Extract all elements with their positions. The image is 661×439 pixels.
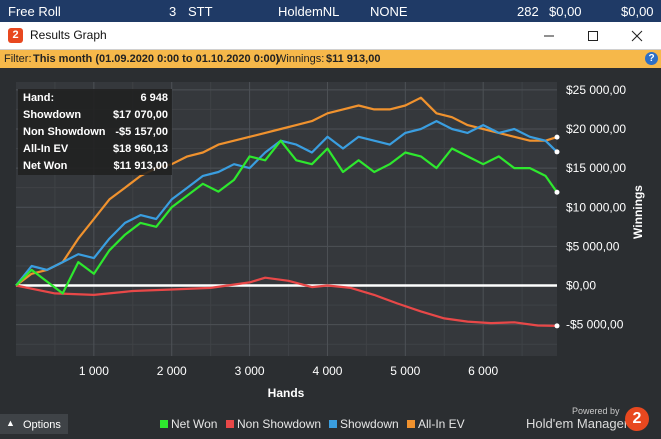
y-axis-title: Winnings	[631, 185, 645, 239]
series-line-non-showdown	[15, 276, 558, 327]
series-end-point	[554, 189, 560, 195]
y-tick-label: -$5 000,00	[566, 318, 624, 332]
stat-row-showdown: Showdown $17 070,00	[18, 106, 172, 123]
series-end-point	[554, 323, 560, 329]
legend-label: Showdown	[340, 417, 399, 431]
stat-value: $11 913,00	[113, 160, 168, 172]
close-icon	[631, 30, 643, 42]
row-hands: 282	[517, 4, 539, 19]
options-button[interactable]: ▲ Options	[0, 414, 68, 434]
window-titlebar: 2 Results Graph	[0, 22, 661, 50]
stat-row-allin-ev: All-In EV $18 960,13	[18, 140, 172, 157]
stat-label: Non Showdown	[23, 126, 106, 138]
stat-value: $17 070,00	[112, 109, 168, 121]
winnings-value: $11 913,00	[326, 53, 381, 65]
maximize-button[interactable]	[571, 22, 615, 49]
stat-value: $18 960,13	[112, 143, 168, 155]
brand-name: Hold'em Manager	[526, 416, 629, 431]
legend-label: Non Showdown	[237, 417, 322, 431]
x-tick-label: 6 000	[468, 364, 498, 378]
powered-by-text: Powered by	[572, 406, 620, 416]
row-game: HoldemNL	[278, 4, 340, 19]
stat-label: Hand:	[23, 92, 55, 104]
row-count: 3	[169, 4, 177, 19]
stat-row-non-showdown: Non Showdown -$5 157,00	[18, 123, 172, 140]
series-line-showdown	[15, 120, 558, 287]
filter-range: This month (01.09.2020 0:00 to 01.10.202…	[33, 53, 280, 65]
stat-label: All-In EV	[23, 143, 69, 155]
brand-logo-icon: 2	[625, 407, 649, 431]
minimize-icon	[544, 35, 554, 37]
y-tick-label: $5 000,00	[566, 239, 620, 253]
legend-swatch	[407, 420, 415, 428]
window-title: Results Graph	[30, 28, 107, 42]
legend-swatch	[226, 420, 234, 428]
stat-value: 6 948	[140, 92, 168, 104]
y-tick-label: $15 000,00	[566, 161, 626, 175]
background-table-row: Free Roll 3 STT HoldemNL NONE 282 $0,00 …	[0, 0, 661, 22]
row-name: Free Roll	[8, 4, 61, 19]
stat-row-net-won: Net Won $11 913,00	[18, 157, 172, 174]
x-tick-label: 2 000	[157, 364, 187, 378]
legend-swatch	[160, 420, 168, 428]
row-col8: $0,00	[621, 4, 654, 19]
stat-label: Net Won	[23, 160, 68, 172]
y-tick-label: $0,00	[566, 279, 596, 293]
y-tick-label: $10 000,00	[566, 200, 626, 214]
stats-box: Hand: 6 948 Showdown $17 070,00 Non Show…	[18, 89, 172, 175]
row-type: STT	[188, 4, 213, 19]
x-axis-title: Hands	[268, 386, 305, 400]
series-end-point	[554, 149, 560, 155]
app-logo-icon: 2	[8, 28, 23, 43]
series-end-point	[554, 134, 560, 140]
legend-label: All-In EV	[418, 417, 465, 431]
close-button[interactable]	[615, 22, 659, 49]
stat-row-hands: Hand: 6 948	[18, 89, 172, 106]
x-tick-label: 4 000	[312, 364, 342, 378]
legend-label: Net Won	[171, 417, 218, 431]
filter-bar[interactable]: Filter: This month (01.09.2020 0:00 to 0…	[0, 50, 661, 68]
row-limit: NONE	[370, 4, 408, 19]
row-col7: $0,00	[549, 4, 582, 19]
winnings-label: Winnings:	[276, 53, 325, 65]
help-icon[interactable]: ?	[645, 52, 658, 65]
caret-up-icon: ▲	[6, 418, 15, 428]
x-tick-label: 3 000	[235, 364, 265, 378]
x-tick-label: 5 000	[390, 364, 420, 378]
options-label: Options	[23, 419, 61, 431]
stat-label: Showdown	[23, 109, 82, 121]
stat-value: -$5 157,00	[115, 126, 168, 138]
series-line-net-won	[15, 139, 558, 295]
legend-swatch	[329, 420, 337, 428]
x-tick-label: 1 000	[79, 364, 109, 378]
maximize-icon	[588, 31, 598, 41]
series-line-all-in-ev	[15, 96, 558, 287]
y-tick-label: $20 000,00	[566, 122, 626, 136]
y-tick-label: $25 000,00	[566, 83, 626, 97]
filter-prefix: Filter:	[4, 53, 32, 65]
minimize-button[interactable]	[527, 22, 571, 49]
